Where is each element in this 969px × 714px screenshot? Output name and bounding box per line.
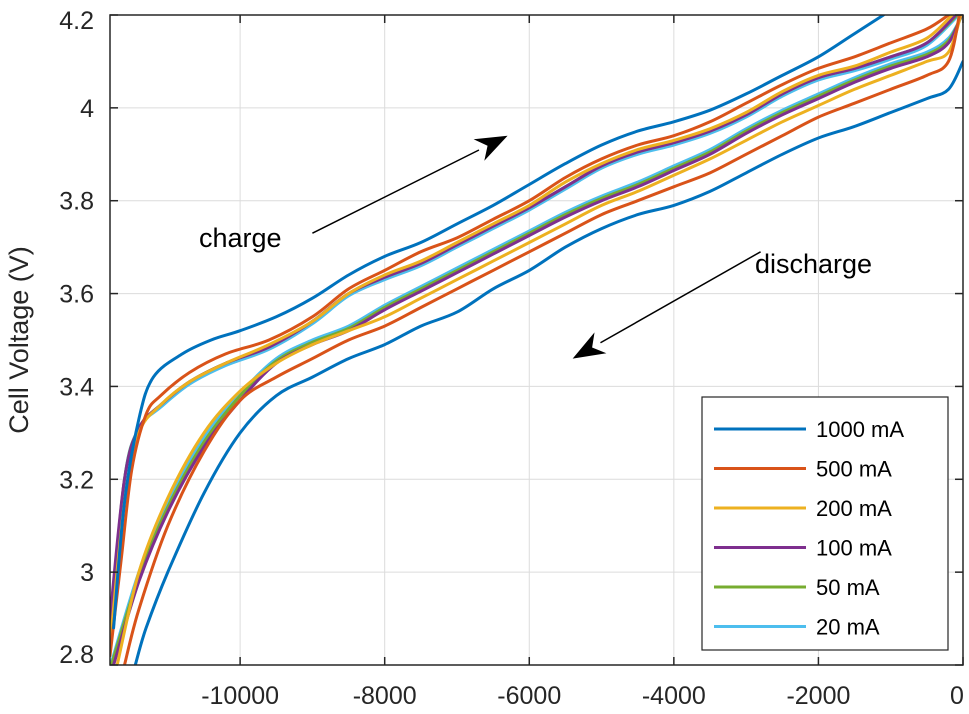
x-tick-label: -4000 (642, 682, 706, 710)
y-tick-label: 3.6 (59, 281, 94, 309)
series-500-ma-charge-line (110, 15, 950, 658)
discharge-arrow-line (600, 251, 761, 344)
y-tick-label: 3.8 (59, 188, 94, 216)
plot-frame (109, 14, 964, 666)
x-tick-label: -6000 (497, 682, 561, 710)
annotations: charge discharge (199, 135, 872, 359)
legend-entry: 100 mA (816, 536, 892, 561)
x-tick-label: -2000 (786, 682, 850, 710)
series-200-ma-discharge-line (115, 15, 963, 665)
x-tick-label: -8000 (353, 682, 417, 710)
y-tick-label: 2.8 (59, 641, 94, 669)
legend-entry: 20 mA (816, 615, 880, 640)
x-tick-label: -10000 (201, 682, 279, 710)
y-tick-label: 3 (80, 559, 94, 587)
series-500-ma-discharge-line (123, 15, 961, 665)
series-200-ma-charge-line (110, 15, 954, 648)
y-axis-label: Cell Voltage (V) (4, 246, 34, 434)
legend-entry: 500 mA (816, 457, 892, 482)
series-20-ma-charge-line (110, 15, 961, 639)
charge-annotation: charge (199, 223, 282, 253)
charge-arrow-line (312, 149, 480, 234)
discharge-arrow-head (572, 332, 607, 359)
y-tick-label: 4.2 (59, 7, 94, 35)
legend-box (701, 396, 949, 651)
charge-arrow-head (473, 135, 508, 161)
discharge-annotation: discharge (755, 249, 872, 279)
series-1000-ma-discharge-line (133, 59, 963, 665)
legend-entry: 50 mA (816, 575, 880, 600)
y-tick-label: 3.2 (59, 466, 94, 494)
series-20-ma-discharge-line (110, 15, 963, 665)
series-50-ma-discharge-line (110, 15, 963, 665)
series-1000-ma-charge-line (112, 15, 885, 630)
legend-entry: 200 mA (816, 496, 892, 521)
y-tick-label: 3.4 (59, 373, 94, 401)
legend: 1000 mA 500 mA 200 mA 100 mA 50 mA 20 mA (701, 396, 949, 651)
x-tick-label: 0 (950, 682, 964, 710)
y-tick-label: 4 (80, 95, 94, 123)
axis-ticks: -10000 -8000 -6000 -4000 -2000 0 2.8 3 3.2 3.4 3.6… (59, 7, 964, 710)
series-lines (110, 15, 963, 665)
legend-entry: 1000 mA (816, 417, 904, 442)
